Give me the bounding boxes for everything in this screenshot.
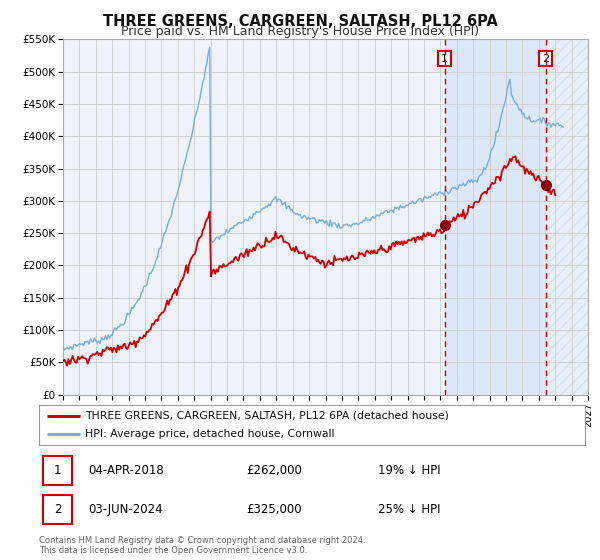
Bar bbox=[545, 39, 588, 395]
FancyBboxPatch shape bbox=[43, 494, 72, 524]
Text: £262,000: £262,000 bbox=[247, 464, 302, 478]
Text: 2: 2 bbox=[54, 502, 61, 516]
Text: Contains HM Land Registry data © Crown copyright and database right 2024.: Contains HM Land Registry data © Crown c… bbox=[39, 536, 365, 545]
Text: Price paid vs. HM Land Registry's House Price Index (HPI): Price paid vs. HM Land Registry's House … bbox=[121, 25, 479, 38]
Text: THREE GREENS, CARGREEN, SALTASH, PL12 6PA (detached house): THREE GREENS, CARGREEN, SALTASH, PL12 6P… bbox=[85, 411, 449, 421]
Text: 04-APR-2018: 04-APR-2018 bbox=[88, 464, 164, 478]
Text: THREE GREENS, CARGREEN, SALTASH, PL12 6PA: THREE GREENS, CARGREEN, SALTASH, PL12 6P… bbox=[103, 14, 497, 29]
Text: 25% ↓ HPI: 25% ↓ HPI bbox=[377, 502, 440, 516]
Text: 03-JUN-2024: 03-JUN-2024 bbox=[88, 502, 163, 516]
FancyBboxPatch shape bbox=[43, 456, 72, 486]
Text: £325,000: £325,000 bbox=[247, 502, 302, 516]
Text: 19% ↓ HPI: 19% ↓ HPI bbox=[377, 464, 440, 478]
Text: This data is licensed under the Open Government Licence v3.0.: This data is licensed under the Open Gov… bbox=[39, 547, 307, 556]
Text: 2: 2 bbox=[542, 54, 549, 64]
Bar bbox=[545, 39, 588, 395]
Text: 1: 1 bbox=[54, 464, 61, 478]
Bar bbox=[445, 39, 545, 395]
Text: HPI: Average price, detached house, Cornwall: HPI: Average price, detached house, Corn… bbox=[85, 430, 335, 439]
Text: 1: 1 bbox=[441, 54, 448, 64]
Bar bbox=[545, 39, 588, 395]
